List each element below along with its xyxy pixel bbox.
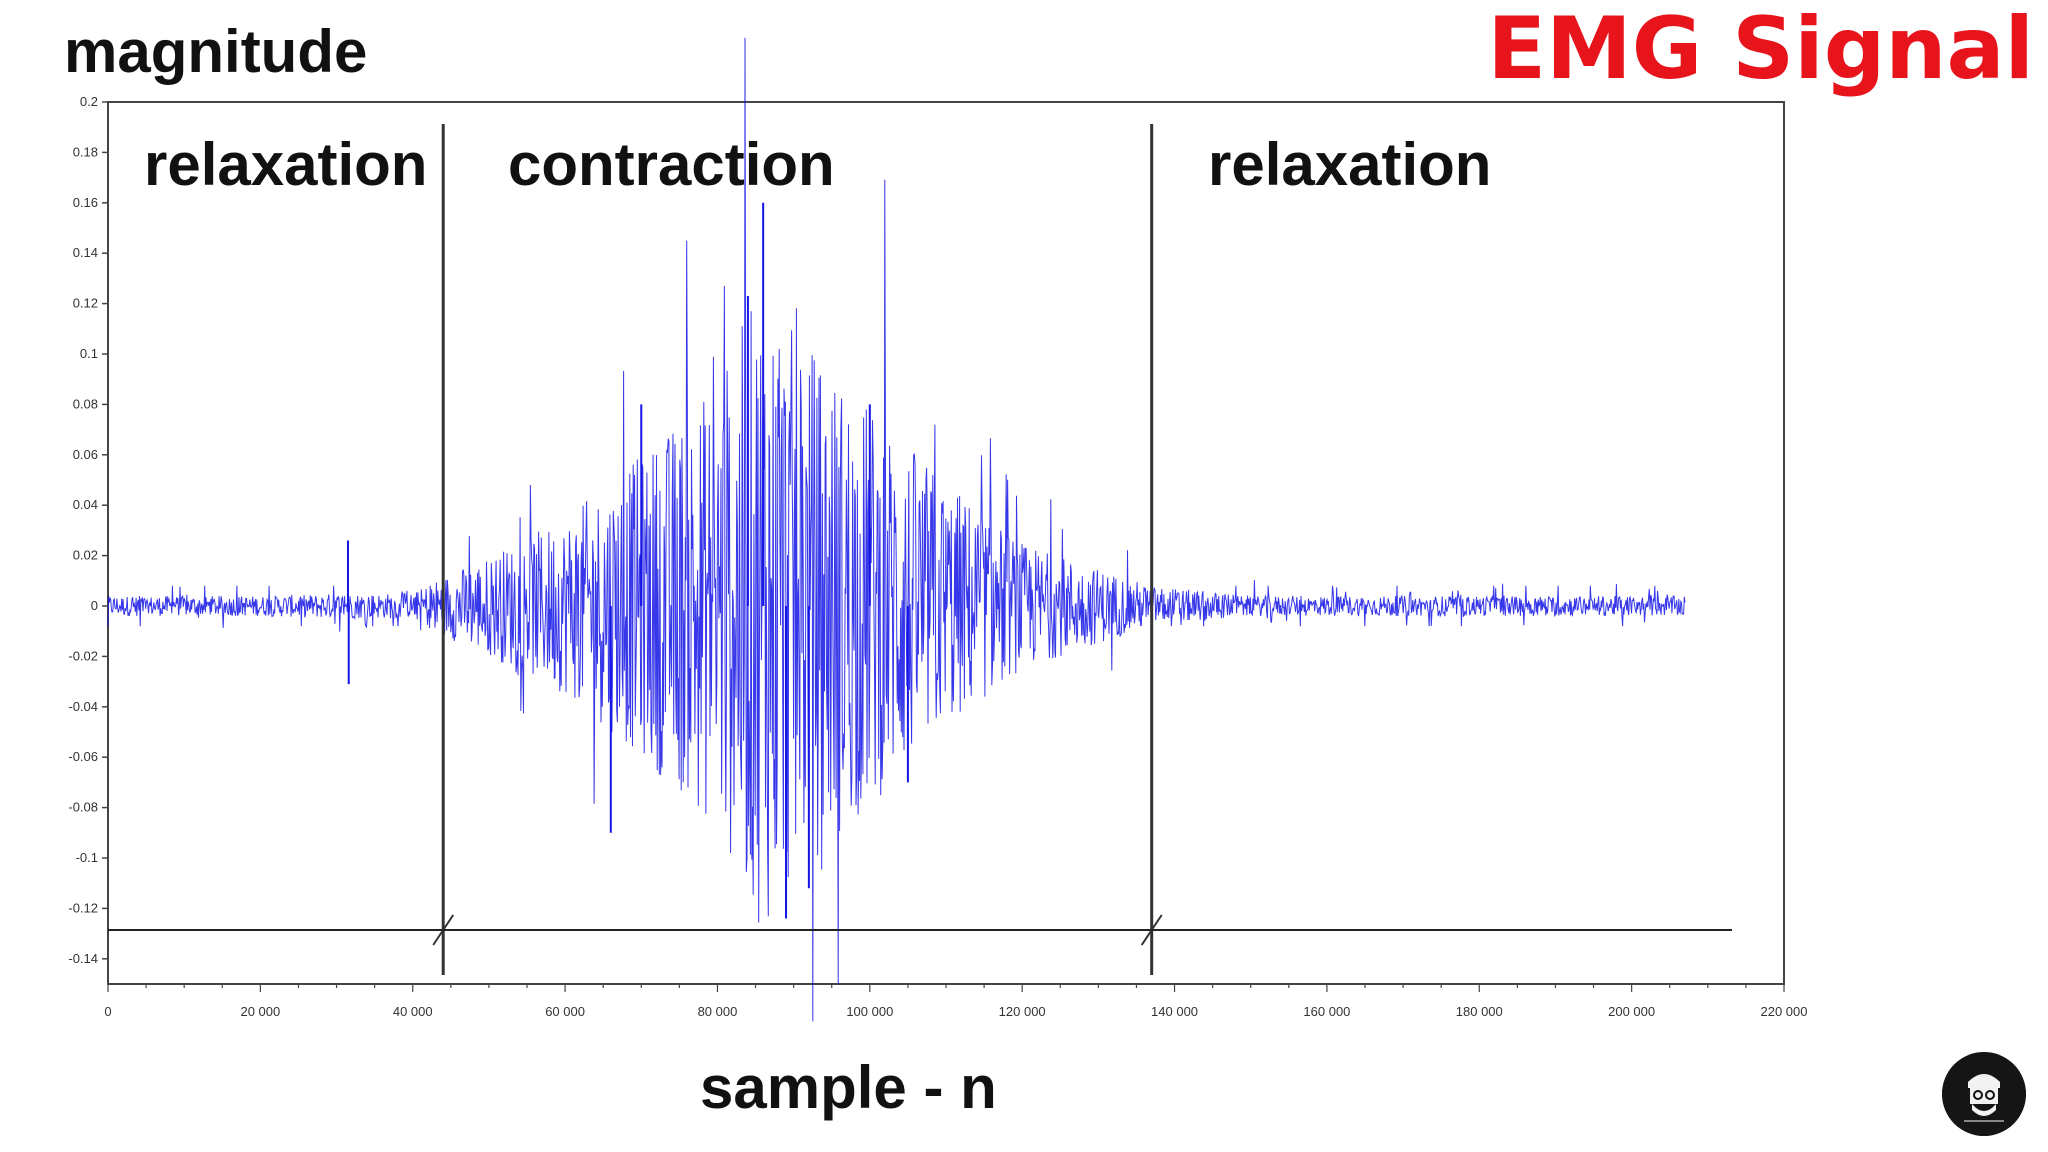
phase-label-1: contraction (508, 131, 835, 198)
x-tick-label: 200 000 (1608, 1004, 1655, 1019)
signal-line (107, 37, 1686, 1022)
y-tick-label: 0.1 (80, 346, 98, 361)
y-tick-label: -0.04 (68, 699, 98, 714)
y-tick-label: 0 (91, 598, 98, 613)
phase-labels: relaxation contraction relaxation (144, 131, 1491, 198)
x-tick-label: 80 000 (698, 1004, 738, 1019)
y-tick-label: 0.04 (73, 497, 98, 512)
x-tick-label: 20 000 (240, 1004, 280, 1019)
x-tick-label: 60 000 (545, 1004, 585, 1019)
y-tick-label: 0.18 (73, 144, 98, 159)
x-tick-label: 100 000 (846, 1004, 893, 1019)
y-tick-label: 0.2 (80, 94, 98, 109)
chart-headline: EMG Signal (1487, 0, 2034, 99)
brand-avatar-icon (1942, 1052, 2026, 1136)
y-tick-label: -0.12 (68, 900, 98, 915)
y-tick-label: 0.12 (73, 296, 98, 311)
phase-label-0: relaxation (144, 131, 427, 198)
x-tick-label: 160 000 (1303, 1004, 1350, 1019)
signal-trace (107, 37, 1686, 1022)
x-tick-labels: 0 20 000 40 000 60 000 80 000 100 000 120 000 1… (104, 1004, 1807, 1019)
y-tick-label: 0.06 (73, 447, 98, 462)
x-tick-label: 180 000 (1456, 1004, 1503, 1019)
x-axis-label: sample - n (700, 1054, 997, 1121)
y-tick-label: 0.02 (73, 548, 98, 563)
x-tick-label: 0 (104, 1004, 111, 1019)
x-tick-label: 120 000 (999, 1004, 1046, 1019)
y-tick-label: 0.14 (73, 245, 98, 260)
y-tick-label: -0.14 (68, 951, 98, 966)
y-tick-label: -0.02 (68, 648, 98, 663)
y-tick-labels: 0.2 0.18 0.16 0.14 0.12 0.1 0.08 0.06 0.04 0.02 0 -… (68, 94, 98, 966)
y-tick-label: -0.1 (76, 850, 98, 865)
y-tick-label: 0.16 (73, 195, 98, 210)
x-tick-label: 140 000 (1151, 1004, 1198, 1019)
x-tick-label: 40 000 (393, 1004, 433, 1019)
phase-label-2: relaxation (1208, 131, 1491, 198)
x-tick-label: 220 000 (1761, 1004, 1808, 1019)
y-axis-label: magnitude (64, 18, 368, 85)
y-tick-label: 0.08 (73, 396, 98, 411)
y-tick-label: -0.06 (68, 749, 98, 764)
tick-marks (102, 101, 1785, 992)
phase-boundaries (432, 124, 1163, 975)
y-tick-label: -0.08 (68, 800, 98, 815)
